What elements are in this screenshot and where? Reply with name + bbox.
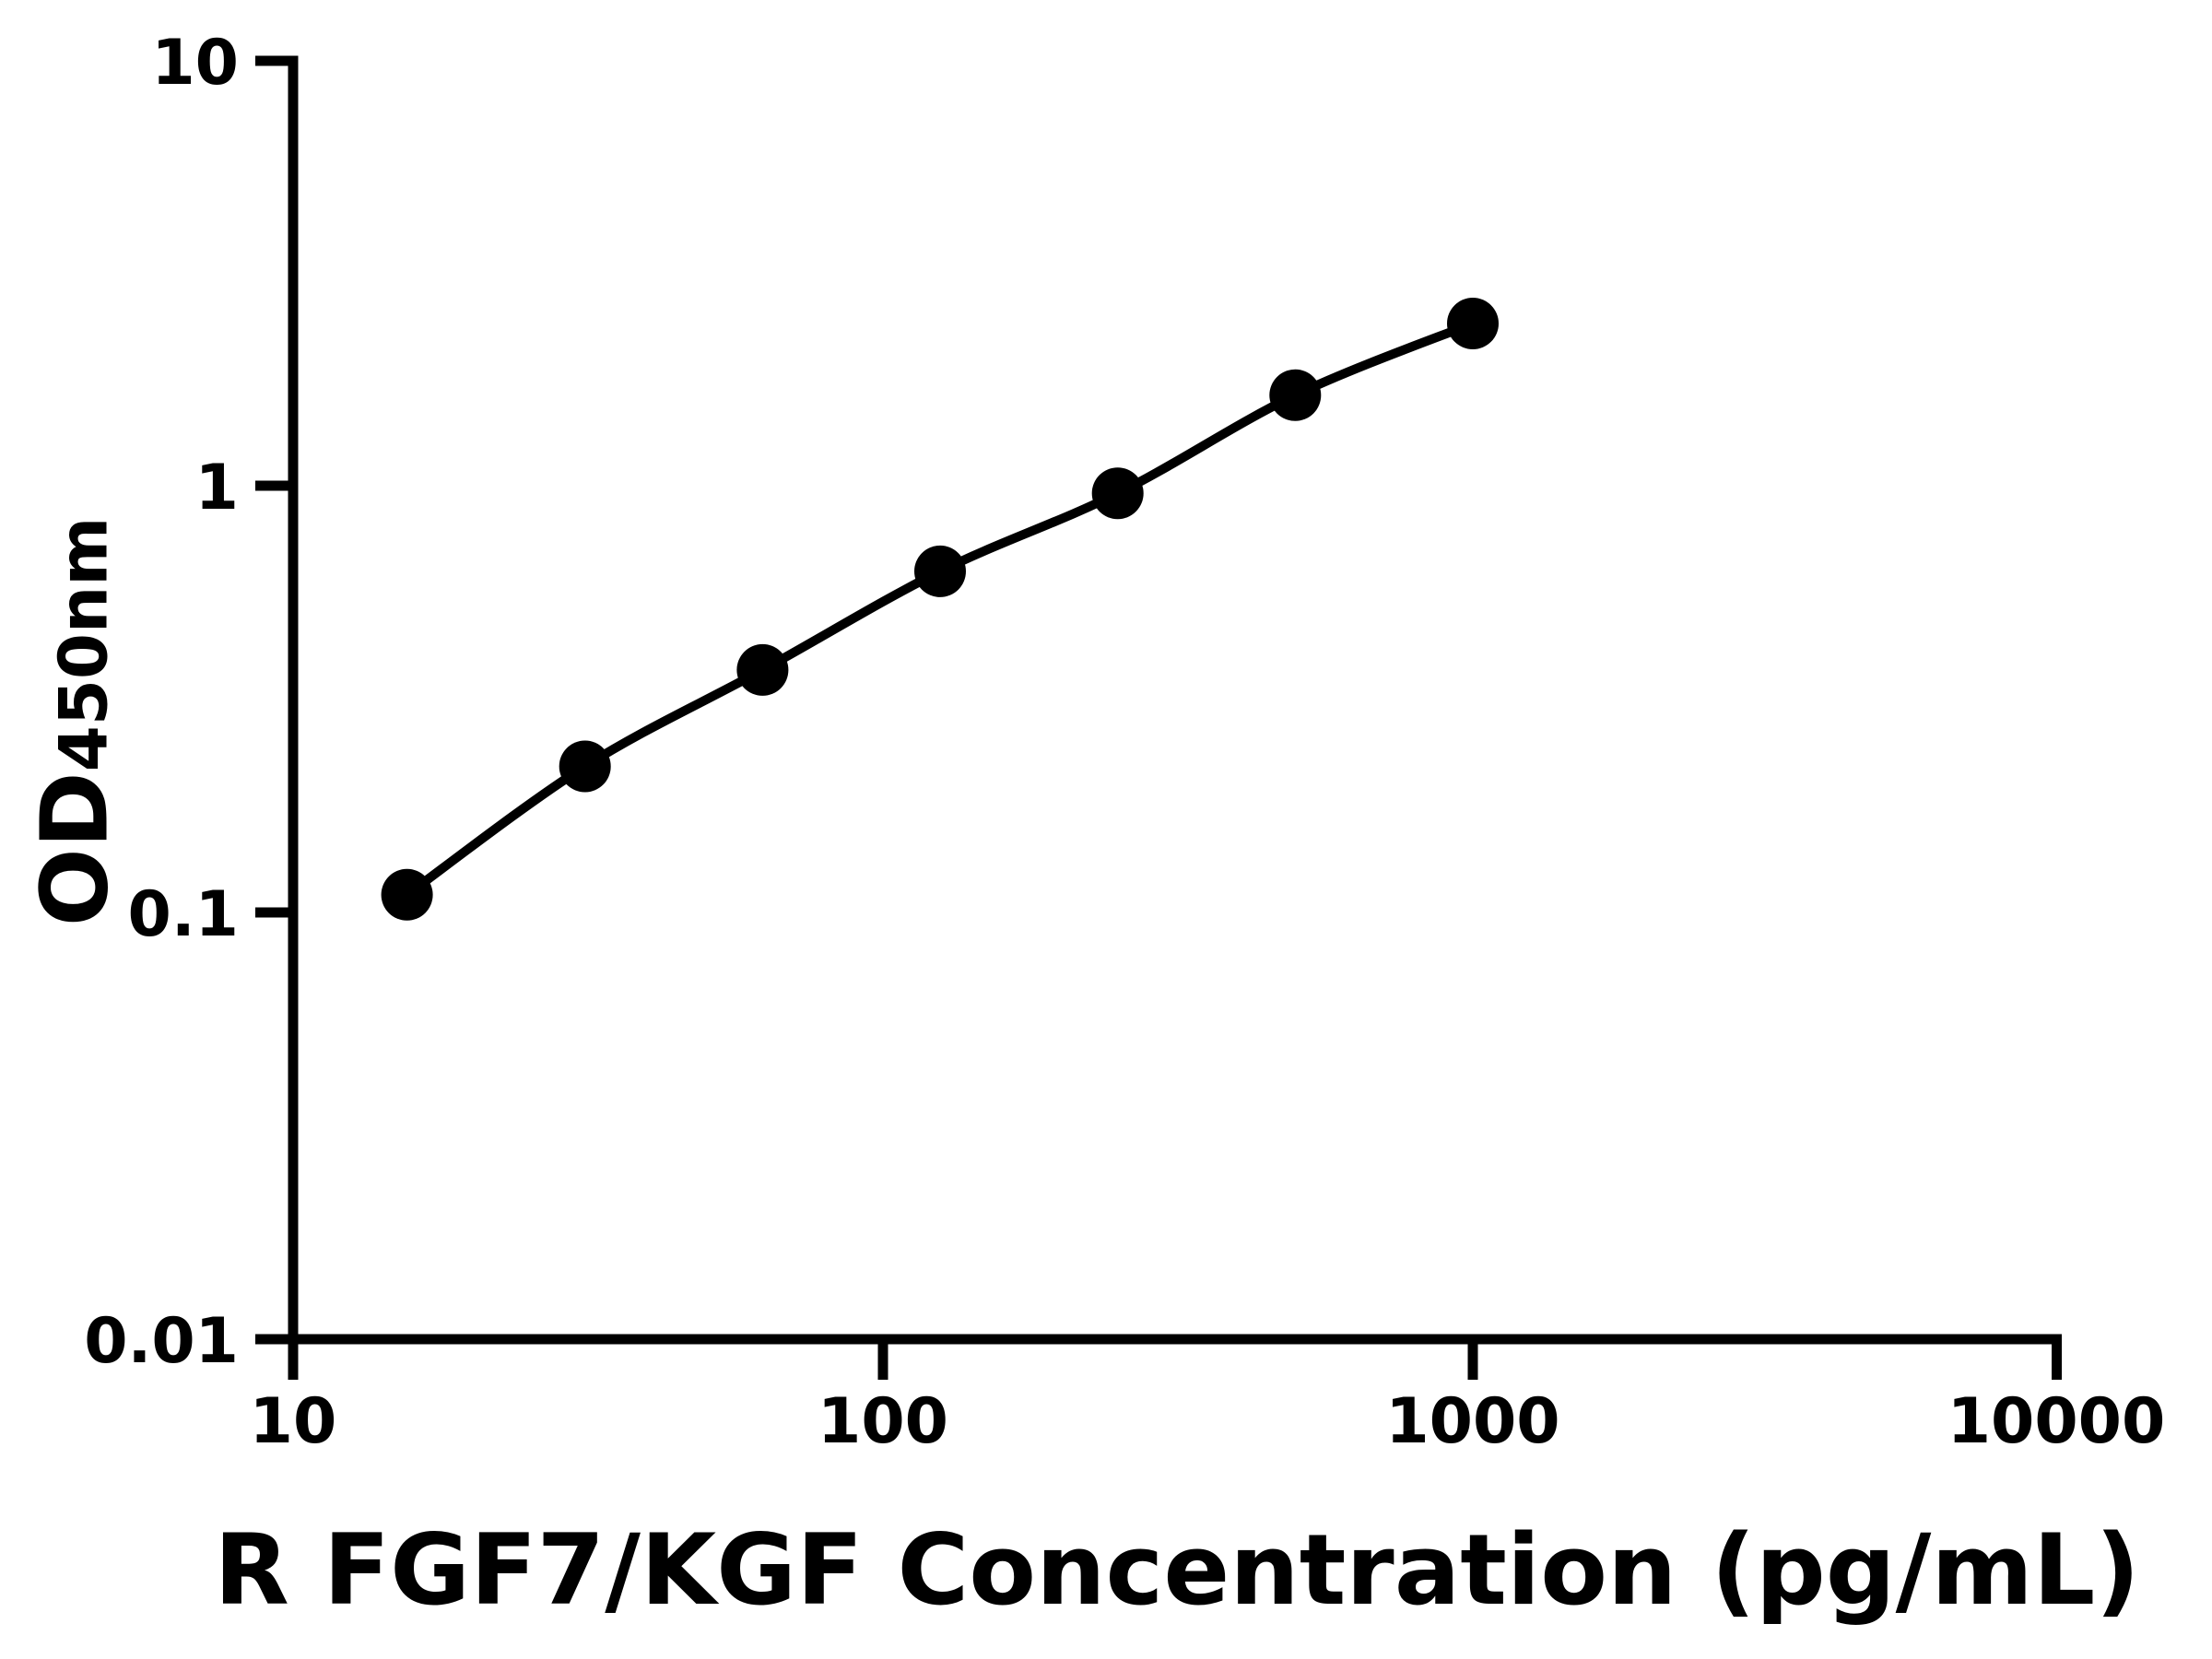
axes — [255, 55, 2062, 1380]
data-point — [1269, 369, 1322, 421]
data-point — [381, 868, 433, 921]
y-tick-label-0.1: 0.1 — [128, 878, 239, 951]
x-tick-label-100: 100 — [818, 1385, 948, 1458]
data-point — [1447, 298, 1499, 349]
x-tick-label-10: 10 — [250, 1385, 337, 1458]
x-tick-label-1000: 1000 — [1385, 1385, 1559, 1458]
data-point — [1091, 467, 1144, 520]
y-axis-title: OD450nm — [21, 517, 129, 927]
y-tick-labels: 10 1 0.1 0.01 — [84, 27, 239, 1378]
data-point — [914, 545, 966, 597]
y-axis-title-subscript: 450nm — [44, 516, 123, 772]
y-tick-label-1: 1 — [195, 452, 239, 524]
data-series — [381, 298, 1499, 921]
y-tick-label-0.01: 0.01 — [84, 1305, 239, 1378]
data-point — [736, 643, 789, 696]
data-point — [559, 740, 611, 793]
x-tick-label-10000: 10000 — [1947, 1385, 2166, 1458]
y-tick-label-10: 10 — [151, 27, 239, 100]
y-axis-title-main: OD — [20, 771, 129, 927]
x-axis-title: R FGF7/KGF Concentration (pg/mL) — [214, 1513, 2140, 1627]
x-tick-labels: 10 100 1000 10000 — [250, 1385, 2166, 1458]
